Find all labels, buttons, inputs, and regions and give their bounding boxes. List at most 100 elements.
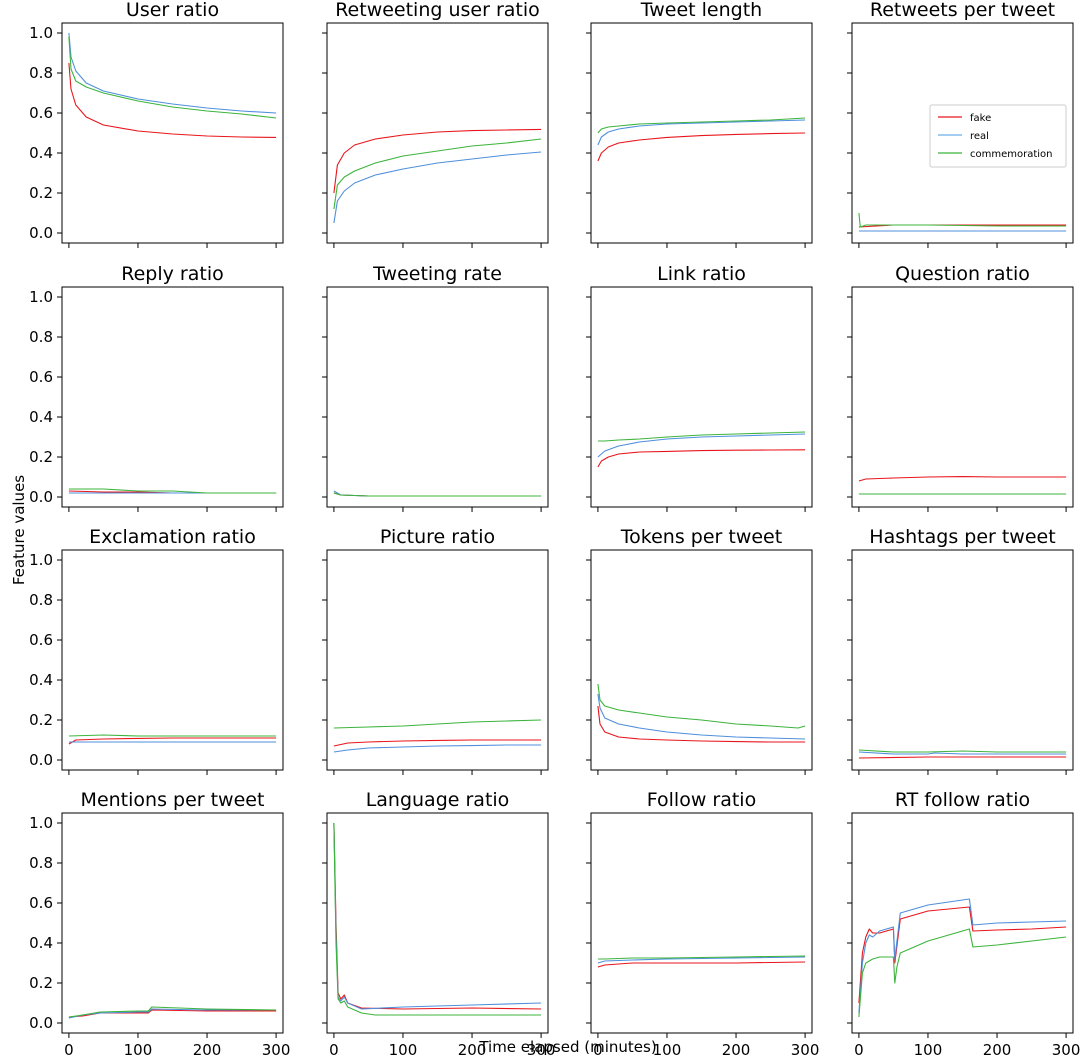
series-line-real <box>858 898 1067 1014</box>
y-tick-label: 1.0 <box>29 551 53 569</box>
y-tick-label: 0.4 <box>29 144 53 162</box>
axes-frame <box>61 286 284 508</box>
series-line-commemoration <box>68 36 277 119</box>
series-line-real <box>333 822 542 1010</box>
y-tick-label: 0.0 <box>29 1014 53 1032</box>
axes-frame <box>590 286 813 508</box>
y-tick-label: 0.4 <box>29 671 53 689</box>
axes-frame <box>590 812 813 1034</box>
series-line-real <box>333 151 542 224</box>
axes-frame <box>851 22 1074 244</box>
subplot-title: Tweeting rate <box>372 263 502 285</box>
series-line-commemoration <box>858 928 1067 1018</box>
series-line-fake <box>858 756 1067 759</box>
axes-frame <box>61 549 284 771</box>
series-line-commemoration <box>68 1006 277 1018</box>
subplot-3: Tweet length <box>586 0 813 248</box>
subplot-title: Mentions per tweet <box>81 789 265 811</box>
series-line-real <box>597 956 806 964</box>
subplot-title: Reply ratio <box>121 263 223 285</box>
legend-label-real: real <box>970 131 989 142</box>
subplot-6: Tweeting rate <box>322 263 549 512</box>
series-line-real <box>333 490 542 497</box>
series-line-commemoration <box>333 492 542 497</box>
series-line-real <box>333 744 542 753</box>
series-line-fake <box>597 449 806 468</box>
subplot-8: Question ratio <box>847 263 1074 512</box>
y-tick-label: 0.0 <box>29 488 53 506</box>
axes-frame <box>326 22 549 244</box>
axes-frame <box>61 812 284 1034</box>
legend-label-commemoration: commemoration <box>970 149 1053 160</box>
axes-frame <box>326 812 549 1034</box>
series-line-real <box>597 433 806 458</box>
x-tick-label: 200 <box>193 1041 222 1057</box>
x-tick-label: 300 <box>1052 1041 1081 1057</box>
series-line-commemoration <box>597 683 806 729</box>
x-axis-label: Time elapsed (minutes) <box>478 1038 656 1056</box>
y-axis-label: Feature values <box>10 475 28 585</box>
x-tick-label: 0 <box>64 1041 74 1057</box>
x-tick-label: 100 <box>653 1041 682 1057</box>
axes-frame <box>590 549 813 771</box>
x-tick-label: 0 <box>854 1041 864 1057</box>
x-tick-label: 300 <box>262 1041 291 1057</box>
axes-frame <box>851 286 1074 508</box>
series-line-commemoration <box>597 431 806 442</box>
series-line-commemoration <box>68 734 277 737</box>
y-tick-label: 1.0 <box>29 24 53 42</box>
series-line-real <box>858 751 1067 755</box>
y-tick-label: 0.6 <box>29 368 53 386</box>
axes-frame <box>326 286 549 508</box>
x-tick-label: 100 <box>914 1041 943 1057</box>
subplot-title: Tokens per tweet <box>620 526 782 548</box>
x-tick-label: 300 <box>791 1041 820 1057</box>
subplot-title: Link ratio <box>657 263 746 285</box>
x-tick-label: 0 <box>593 1041 603 1057</box>
y-tick-label: 0.4 <box>29 408 53 426</box>
subplot-title: Hashtags per tweet <box>869 526 1055 548</box>
x-tick-label: 100 <box>389 1041 418 1057</box>
axes-frame <box>590 22 813 244</box>
y-tick-label: 0.8 <box>29 591 53 609</box>
x-tick-label: 200 <box>458 1041 487 1057</box>
series-line-fake <box>68 62 277 138</box>
subplot-title: Exclamation ratio <box>89 526 256 548</box>
subplot-14: Language ratio 0 100 200 300 <box>322 789 555 1057</box>
x-tick-label: 100 <box>124 1041 153 1057</box>
series-line-commemoration <box>597 117 806 134</box>
subplot-16: RT follow ratio 0 100 200 300 <box>847 789 1080 1057</box>
x-tick-label: 200 <box>722 1041 751 1057</box>
series-line-commemoration <box>858 212 1067 228</box>
y-tick-label: 0.8 <box>29 328 53 346</box>
series-line-commemoration <box>858 749 1067 753</box>
series-line-fake <box>597 132 806 162</box>
subplot-12: Hashtags per tweet <box>847 526 1074 775</box>
axes-frame <box>61 22 284 244</box>
subplot-7: Link ratio <box>586 263 813 512</box>
subplot-10: Picture ratio <box>322 526 549 775</box>
axes-frame <box>851 812 1074 1034</box>
y-tick-label: 1.0 <box>29 288 53 306</box>
series-line-commemoration <box>333 719 542 729</box>
series-line-commemoration <box>333 822 542 1016</box>
y-tick-label: 0.2 <box>29 448 53 466</box>
subplot-1: User ratio 0.0 0.2 0.4 0.6 0.8 1.0 <box>29 0 284 248</box>
series-line-fake <box>333 739 542 747</box>
subplot-grid: User ratio 0.0 0.2 0.4 0.6 0.8 1.0 Retweeting u… <box>29 0 1080 1057</box>
y-tick-label: 0.8 <box>29 64 53 82</box>
y-tick-label: 0.6 <box>29 631 53 649</box>
series-line-fake <box>597 961 806 968</box>
y-tick-label: 0.6 <box>29 104 53 122</box>
subplot-5: Reply ratio 0.0 0.2 0.4 0.6 0.8 1.0 <box>29 263 284 512</box>
y-tick-label: 0.0 <box>29 224 53 242</box>
series-line-fake <box>333 822 542 1010</box>
series-line-real <box>68 32 277 114</box>
subplot-title: Follow ratio <box>647 789 756 811</box>
series-line-commemoration <box>68 488 277 494</box>
y-tick-label: 0.0 <box>29 751 53 769</box>
subplot-2: Retweeting user ratio <box>322 0 549 248</box>
axes-frame <box>326 549 549 771</box>
subplot-11: Tokens per tweet <box>586 526 813 775</box>
